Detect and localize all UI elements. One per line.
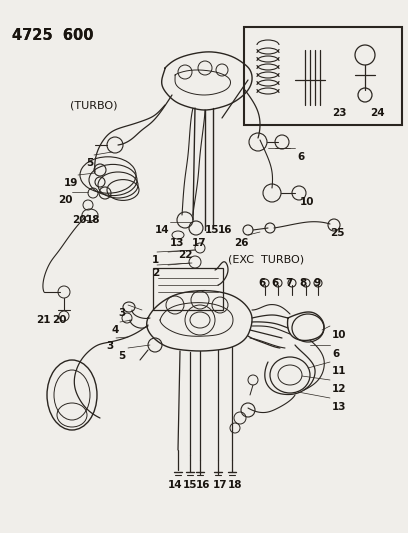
Text: 20: 20 — [72, 215, 86, 225]
Text: 16: 16 — [196, 480, 211, 490]
Text: 6: 6 — [271, 278, 278, 288]
Text: 6: 6 — [297, 152, 304, 162]
Text: 4725  600: 4725 600 — [12, 28, 93, 43]
Text: 6: 6 — [258, 278, 265, 288]
Text: 18: 18 — [228, 480, 242, 490]
Text: 20: 20 — [58, 195, 73, 205]
Text: 5: 5 — [118, 351, 125, 361]
Text: 10: 10 — [332, 330, 346, 340]
Text: 3: 3 — [118, 308, 125, 318]
Text: 19: 19 — [64, 178, 78, 188]
Text: 20: 20 — [52, 315, 67, 325]
Text: 16: 16 — [218, 225, 233, 235]
Text: 25: 25 — [330, 228, 344, 238]
Text: 18: 18 — [86, 215, 100, 225]
Text: 2: 2 — [152, 268, 159, 278]
Text: 12: 12 — [332, 384, 346, 394]
Text: 22: 22 — [178, 250, 193, 260]
Text: 21: 21 — [36, 315, 51, 325]
Bar — [153, 268, 223, 310]
Text: 4: 4 — [112, 325, 120, 335]
Text: 8: 8 — [299, 278, 306, 288]
Text: 11: 11 — [332, 366, 346, 376]
Text: 15: 15 — [183, 480, 197, 490]
Text: 10: 10 — [300, 197, 315, 207]
Text: 24: 24 — [370, 108, 385, 118]
Text: 26: 26 — [234, 238, 248, 248]
Text: 23: 23 — [332, 108, 346, 118]
Text: 13: 13 — [170, 238, 184, 248]
Text: 13: 13 — [332, 402, 346, 412]
Text: 17: 17 — [192, 238, 206, 248]
Text: 17: 17 — [213, 480, 228, 490]
Bar — [244, 27, 402, 125]
Text: 5: 5 — [86, 158, 93, 168]
Text: 6: 6 — [332, 349, 339, 359]
Text: (TURBO): (TURBO) — [70, 100, 118, 110]
Text: 14: 14 — [155, 225, 170, 235]
Text: 4725  600: 4725 600 — [12, 28, 93, 43]
Text: (EXC  TURBO): (EXC TURBO) — [228, 255, 304, 265]
Text: 1: 1 — [152, 255, 159, 265]
Text: 15: 15 — [205, 225, 220, 235]
Text: 14: 14 — [168, 480, 183, 490]
Text: 9: 9 — [313, 278, 320, 288]
Text: 7: 7 — [285, 278, 293, 288]
Text: 3: 3 — [106, 341, 113, 351]
